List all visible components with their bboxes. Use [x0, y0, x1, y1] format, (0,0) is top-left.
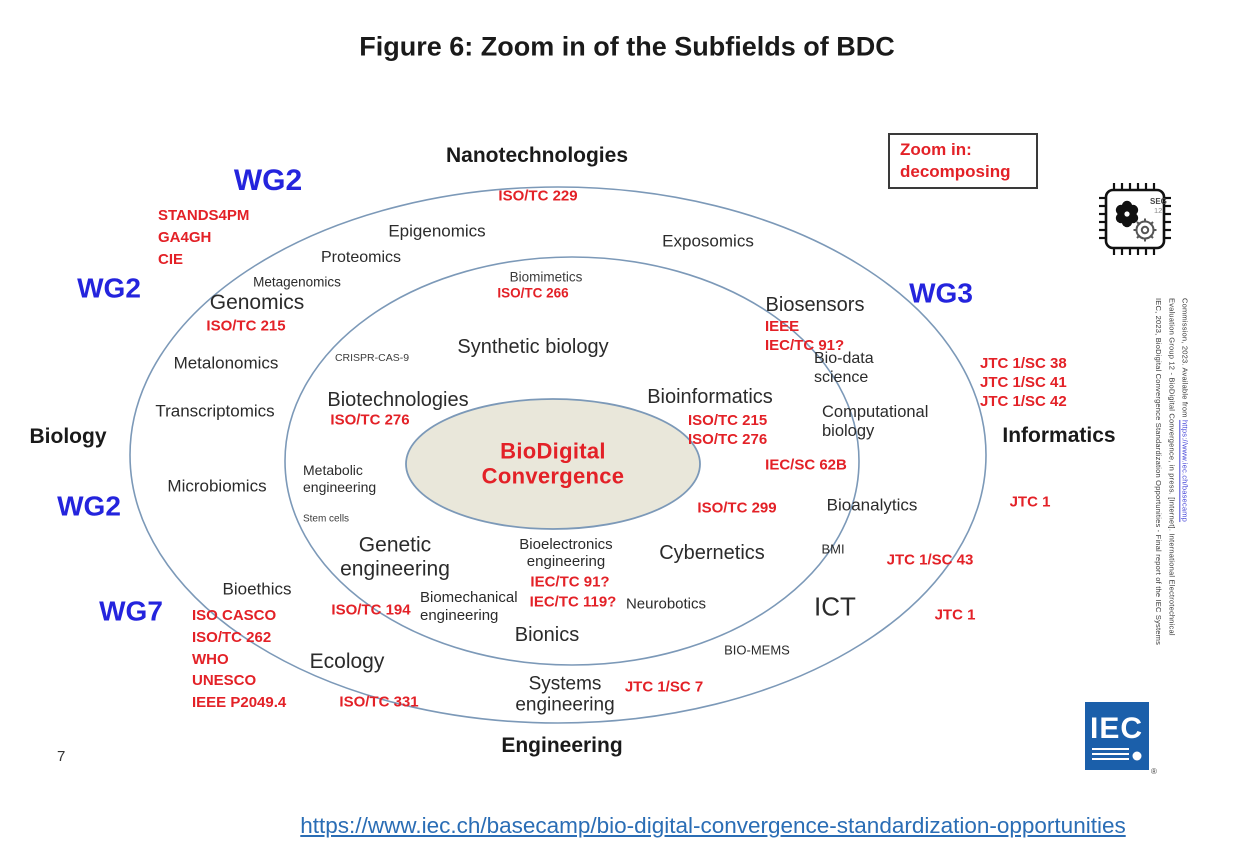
field-ict: ICT: [814, 591, 856, 622]
iec-logo: IEC ®: [1085, 702, 1157, 776]
standard-iec-sc-62b: IEC/SC 62B: [765, 456, 847, 474]
middle-ellipse: [284, 256, 860, 666]
standard-iso-casco: ISO CASCO: [192, 607, 277, 624]
zoom-in-annotation-box: Zoom in: decomposing: [888, 133, 1038, 189]
field-biomimetics: Biomimetics: [509, 269, 583, 285]
domain-biology: Biology: [29, 425, 107, 449]
wg7-label: WG7: [99, 595, 163, 627]
field-exposomics: Exposomics: [662, 231, 754, 251]
standard-iso-tc-215-left: ISO/TC 215: [206, 317, 286, 335]
seg12-chip-icon: SEG 12: [1099, 183, 1171, 255]
domain-engineering: Engineering: [501, 734, 623, 758]
standard-iso-tc-266: ISO/TC 266: [497, 285, 569, 301]
field-cybernetics: Cybernetics: [659, 541, 765, 564]
field-epigenomics: Epigenomics: [388, 221, 486, 241]
standard-iec-tc-119: IEC/TC 119?: [529, 593, 617, 611]
standard-iec-tc-91-mid: IEC/TC 91?: [530, 573, 610, 591]
field-bioanalytics: Bioanalytics: [826, 495, 918, 515]
field-bioinformatics: Bioinformatics: [647, 385, 773, 408]
field-computational-biology: Computational biology: [822, 403, 929, 441]
field-bmi: BMI: [821, 541, 845, 557]
figure-title: Figure 6: Zoom in of the Subfields of BD…: [359, 31, 895, 62]
svg-text:12: 12: [1154, 206, 1162, 215]
domain-nanotechnologies: Nanotechnologies: [445, 144, 629, 168]
footer-url-link[interactable]: https://www.iec.ch/basecamp/bio-digital-…: [300, 813, 1126, 838]
field-neurobotics: Neurobotics: [625, 595, 707, 613]
outer-ellipse: [129, 186, 987, 724]
field-synthetic-biology: Synthetic biology: [457, 335, 609, 358]
field-genomics: Genomics: [209, 291, 305, 315]
field-systems-engineering: Systems engineering: [515, 673, 615, 716]
wg2-left-label: WG2: [77, 272, 141, 304]
field-biodata-science: Bio-data science: [814, 350, 874, 386]
center-ellipse: [405, 398, 701, 530]
standard-iso-tc-215-right: ISO/TC 215: [688, 412, 768, 429]
standard-jtc1-sc42: JTC 1/SC 42: [980, 393, 1067, 410]
standard-jtc1-lower: JTC 1: [934, 606, 976, 624]
standard-unesco: UNESCO: [192, 672, 257, 689]
standard-jtc1-right: JTC 1: [1009, 493, 1051, 511]
field-biomechanical-engineering: Biomechanical engineering: [420, 589, 518, 624]
field-bionics: Bionics: [514, 623, 580, 646]
standard-jtc1-sc41: JTC 1/SC 41: [980, 374, 1067, 391]
standard-stands4pm: STANDS4PM: [158, 207, 250, 224]
standard-iso-tc-262: ISO/TC 262: [192, 629, 272, 646]
domain-informatics: Informatics: [1002, 424, 1116, 448]
citation-line-3: Commission, 2023. Available from https:/…: [1180, 298, 1190, 523]
field-metagenomics: Metagenomics: [253, 274, 341, 290]
standard-ieee: IEEE: [765, 318, 800, 335]
citation-link[interactable]: https://www.iec.ch/basecamp: [1180, 419, 1190, 523]
standard-who: WHO: [192, 651, 229, 668]
gear-glyph: [1133, 218, 1157, 242]
wg2-mid-label: WG2: [57, 490, 121, 522]
citation-line-1: IEC, 2023, BioDigital Convergence Standa…: [1154, 298, 1164, 646]
svg-text:IEC: IEC: [1090, 712, 1143, 745]
field-ecology: Ecology: [309, 650, 385, 674]
center-biodigital-convergence-label: BioDigital Convergence: [481, 438, 625, 488]
standard-iec-tc-91-top: IEC/TC 91?: [765, 337, 845, 354]
field-biotechnologies: Biotechnologies: [327, 388, 469, 411]
field-genetic-engineering: Genetic engineering: [340, 533, 450, 580]
citation-sidebar: IEC, 2023, BioDigital Convergence Standa…: [1152, 298, 1191, 758]
wg3-label: WG3: [909, 277, 973, 309]
field-metalonomics: Metalonomics: [173, 353, 279, 373]
standard-iso-tc-276-left: ISO/TC 276: [330, 411, 410, 429]
standard-iso-tc-276-right: ISO/TC 276: [688, 431, 768, 448]
citation-line-2: Evaluation Group 12 - BioDigital Converg…: [1167, 298, 1177, 636]
field-transcriptomics: Transcriptomics: [155, 401, 275, 421]
field-bio-mems: BIO-MEMS: [724, 642, 790, 658]
standard-iso-tc-299: ISO/TC 299: [697, 499, 777, 517]
standard-iso-tc-194: ISO/TC 194: [331, 601, 411, 619]
field-microbiomics: Microbiomics: [167, 476, 267, 496]
svg-text:®: ®: [1151, 767, 1157, 776]
standard-ieee-p2049: IEEE P2049.4: [192, 694, 287, 711]
standard-jtc1-sc38: JTC 1/SC 38: [980, 355, 1067, 372]
standard-iso-tc-331: ISO/TC 331: [339, 693, 419, 711]
field-crispr: CRISPR-CAS-9: [334, 352, 410, 365]
wg2-top-label: WG2: [233, 164, 303, 198]
svg-text:SEG: SEG: [1150, 197, 1167, 206]
standard-jtc1-sc7: JTC 1/SC 7: [624, 678, 704, 696]
field-biosensors: Biosensors: [765, 293, 865, 316]
field-proteomics: Proteomics: [320, 249, 402, 267]
page-number: 7: [57, 748, 66, 765]
field-bioelectronics-engineering: Bioelectronics engineering: [519, 536, 613, 570]
field-bioethics: Bioethics: [222, 579, 292, 599]
standard-ga4gh: GA4GH: [158, 229, 212, 246]
standard-iso-tc-229: ISO/TC 229: [498, 187, 578, 205]
field-stem-cells: Stem cells: [302, 513, 350, 525]
field-metabolic-engineering: Metabolic engineering: [303, 462, 377, 495]
standard-jtc1-sc43: JTC 1/SC 43: [886, 551, 974, 569]
standard-cie: CIE: [158, 251, 184, 268]
